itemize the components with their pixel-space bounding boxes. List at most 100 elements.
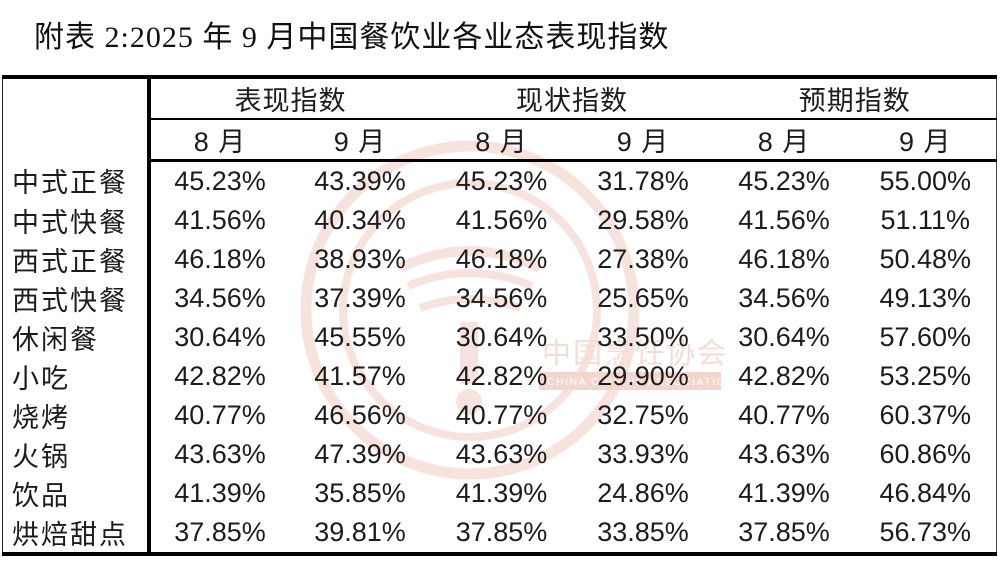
month-header: 9 月 [572,119,714,162]
month-header: 8 月 [148,119,290,162]
group-header-expectation: 预期指数 [713,77,997,120]
month-header: 9 月 [289,119,431,162]
row-label: 小吃 [2,356,151,396]
value-cell: 33.50% [597,321,689,352]
index-table: 表现指数 现状指数 预期指数 8 月 9 月 8 月 9 月 8 月 9 月 中… [2,75,997,556]
watermark-band [539,372,721,390]
value-cell: 29.90% [597,360,689,391]
value-cell: 40.77% [174,399,266,430]
value-cell: 40.34% [314,204,406,235]
value-cell: 25.65% [597,282,689,313]
month-header: 9 月 [854,119,997,162]
value-cell: 37.85% [455,516,548,547]
value-cell: 39.81% [314,516,406,547]
corner-cell [2,77,151,161]
value-cell: 60.86% [879,438,972,469]
value-cell: 46.56% [314,399,406,430]
value-cell: 42.82% [738,360,830,391]
value-cell: 43.63% [174,438,266,469]
value-cell: 37.85% [738,516,830,547]
value-cell: 41.56% [738,204,830,235]
value-cell: 41.56% [174,204,266,235]
table-row: 休闲餐 30.64% 45.55% 30.64% 33.50% 30.64% 57.60% [2,317,997,357]
value-cell: 45.55% [314,321,406,352]
row-label: 中式正餐 [2,160,151,201]
value-cell: 46.18% [455,243,548,274]
table-row: 饮品 41.39% 35.85% 41.39% 24.86% 41.39% 46.84% [2,473,997,513]
row-label: 饮品 [2,473,151,513]
table-row: 中式正餐 45.23% 43.39% 45.23% 31.78% 45.23% 55.00% [2,160,997,201]
value-cell: 46.18% [738,243,830,274]
value-cell: 46.18% [174,243,266,274]
value-cell: 33.85% [597,516,689,547]
value-cell: 43.63% [738,438,830,469]
value-cell: 47.39% [314,438,406,469]
value-cell: 34.56% [738,282,830,313]
value-cell: 30.64% [174,321,266,352]
watermark-inner-ring [339,179,601,441]
month-header-row: 8 月 9 月 8 月 9 月 8 月 9 月 [3,119,997,162]
value-cell: 24.86% [597,477,689,508]
value-cell: 45.23% [455,165,548,196]
table-row: 中式快餐 41.56% 40.34% 41.56% 29.58% 41.56% 51.11% [2,200,997,240]
value-cell: 55.00% [879,165,972,196]
value-cell: 34.56% [174,282,266,313]
value-cell: 35.85% [314,477,406,508]
watermark-bowl-icon [397,246,543,273]
month-header: 8 月 [430,119,573,162]
table-row: 烧烤 40.77% 46.56% 40.77% 32.75% 40.77% 60.37% [2,395,997,435]
value-cell: 53.25% [879,360,972,391]
group-header-performance: 表现指数 [148,77,431,120]
value-cell: 46.84% [879,477,972,508]
watermark-en-text: CHINA CUISINE ASSOCIATION [547,376,735,388]
value-cell: 34.56% [455,282,548,313]
value-cell: 38.93% [314,243,406,274]
value-cell: 30.64% [738,321,830,352]
month-header: 8 月 [713,119,855,162]
value-cell: 50.48% [879,243,972,274]
value-cell: 27.38% [597,243,689,274]
value-cell: 37.39% [314,282,406,313]
row-label: 中式快餐 [2,200,151,240]
row-label: 休闲餐 [2,317,151,357]
value-cell: 41.39% [455,477,548,508]
row-label: 火锅 [2,434,151,474]
value-cell: 57.60% [879,321,972,352]
value-cell: 45.23% [738,165,830,196]
value-cell: 60.37% [879,399,972,430]
watermark-logo: 中国烹饪协会 CHINA CUISINE ASSOCIATION [300,140,735,480]
value-cell: 41.57% [314,360,406,391]
group-header-row: 表现指数 现状指数 预期指数 [2,77,997,161]
watermark-cn-text: 中国烹饪协会 [542,337,728,370]
index-table-wrapper: 表现指数 现状指数 预期指数 8 月 9 月 8 月 9 月 8 月 9 月 中… [2,75,997,556]
value-cell: 41.39% [738,477,830,508]
table-row: 烘焙甜点 37.85% 39.81% 37.85% 33.85% 37.85% 56.73% [2,512,997,554]
row-label: 烧烤 [2,395,151,435]
row-label: 西式快餐 [2,278,151,318]
value-cell: 43.39% [314,165,406,196]
value-cell: 49.13% [879,282,972,313]
value-cell: 42.82% [174,360,266,391]
value-cell: 56.73% [879,516,972,547]
value-cell: 33.93% [597,438,689,469]
row-label: 烘焙甜点 [2,512,151,554]
value-cell: 45.23% [174,165,266,196]
value-cell: 41.39% [174,477,266,508]
value-cell: 32.75% [597,399,689,430]
value-cell: 31.78% [597,165,689,196]
value-cell: 40.77% [738,399,830,430]
value-cell: 40.77% [455,399,548,430]
group-header-current: 现状指数 [430,77,714,120]
row-label: 西式正餐 [2,239,151,279]
value-cell: 29.58% [597,204,689,235]
table-row: 西式正餐 46.18% 38.93% 46.18% 27.38% 46.18% 50.48% [2,239,997,279]
value-cell: 30.64% [455,321,548,352]
value-cell: 42.82% [455,360,548,391]
value-cell: 37.85% [174,516,266,547]
table-row: 小吃 42.82% 41.57% 42.82% 29.90% 42.82% 53.25% [2,356,997,396]
value-cell: 41.56% [455,204,548,235]
table-row: 西式快餐 34.56% 37.39% 34.56% 25.65% 34.56% 49.13% [2,278,997,318]
value-cell: 51.11% [880,204,971,235]
page-title: 附表 2:2025 年 9 月中国餐饮业各业态表现指数 [34,21,670,54]
